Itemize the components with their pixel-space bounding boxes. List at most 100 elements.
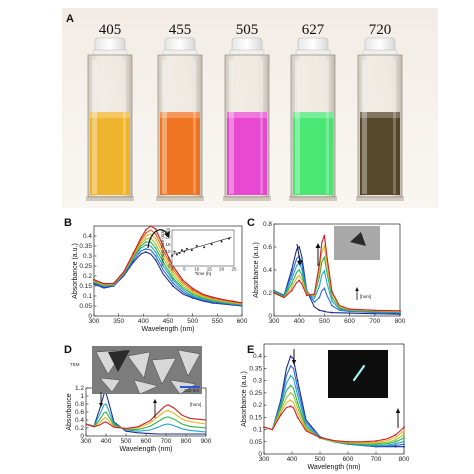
- y-tick-label: 0.35: [79, 243, 92, 250]
- data-point: [191, 289, 194, 291]
- data-point: [403, 443, 405, 446]
- cuvette-liquid: [360, 112, 400, 195]
- series-line: [273, 245, 401, 315]
- glass-highlight: [123, 60, 126, 194]
- data-point: [279, 411, 282, 414]
- data-point: [319, 436, 321, 439]
- y-tick-label: 0.2: [253, 402, 262, 409]
- x-tick-label: 400: [287, 456, 298, 463]
- data-point: [318, 285, 321, 287]
- data-point: [296, 401, 299, 404]
- x-tick-label: 600: [343, 456, 354, 463]
- data-point: [331, 296, 333, 299]
- cuvette-cap-rim: [229, 49, 265, 56]
- cuvette-cap-rim: [295, 49, 331, 56]
- glass-highlight: [295, 60, 300, 194]
- cuvette-label: 455: [169, 22, 192, 38]
- annotation-label: [hom]: [190, 402, 201, 407]
- x-axis-label: Wavelength (nm): [119, 446, 172, 453]
- data-point: [290, 269, 293, 271]
- data-point: [191, 287, 194, 290]
- y-tick-label: 0.2: [263, 290, 272, 297]
- x-axis-label: Wavelength (nm): [307, 464, 360, 471]
- y-tick-label: 0.1: [253, 427, 262, 434]
- data-point: [323, 287, 326, 290]
- tem-particle: [108, 350, 130, 372]
- data-point: [403, 440, 405, 443]
- data-point: [375, 440, 377, 442]
- data-point: [279, 413, 282, 416]
- data-point: [318, 263, 321, 266]
- data-point: [394, 434, 397, 436]
- data-point: [172, 274, 174, 276]
- data-point: [263, 426, 265, 429]
- y-axis-label: Absorbance (a.u.): [72, 243, 79, 299]
- liquid-meniscus: [227, 112, 267, 118]
- data-point: [191, 290, 194, 293]
- data-point: [132, 252, 135, 254]
- glass-highlight: [162, 60, 167, 194]
- inset-x-tick: 10: [194, 267, 200, 272]
- panel-letter-a: A: [66, 13, 74, 25]
- data-point: [172, 282, 174, 284]
- y-tick-label: 0.6: [75, 409, 84, 416]
- annotation-label: [hom]: [360, 294, 371, 299]
- inset-point: [190, 249, 193, 252]
- cuvette-base-shadow: [86, 196, 134, 201]
- data-point: [394, 440, 397, 443]
- inset-x-tick: 25: [231, 267, 237, 272]
- data-point: [290, 289, 293, 292]
- data-point: [298, 269, 301, 271]
- data-point: [154, 251, 157, 253]
- inset-y-tick: 5: [168, 256, 171, 261]
- series-line: [85, 411, 207, 431]
- glass-highlight: [193, 60, 196, 194]
- x-tick-label: 800: [181, 438, 192, 445]
- liquid-meniscus: [160, 112, 200, 118]
- data-point: [112, 282, 115, 285]
- y-axis-label: Absorbance (a.u.): [253, 242, 260, 298]
- y-tick-label: 0.15: [249, 414, 262, 421]
- data-point: [305, 294, 308, 297]
- chart-d: 300 400 500 600 700 800 900 00.20.40.60.811.2 Wa…: [66, 346, 212, 453]
- y-tick-label: 1: [80, 393, 84, 400]
- arrowhead: [355, 287, 359, 291]
- data-point: [296, 411, 299, 414]
- data-point: [289, 384, 292, 387]
- cuvette-base-shadow: [223, 196, 271, 201]
- data-point: [172, 277, 174, 279]
- series-line: [273, 235, 401, 312]
- data-point: [296, 379, 299, 382]
- x-tick-label: 550: [212, 318, 223, 325]
- x-tick-label: 900: [201, 438, 212, 445]
- x-tick-label: 500: [121, 438, 132, 445]
- x-tick-label: 300: [269, 318, 280, 325]
- data-point: [323, 270, 326, 273]
- y-tick-label: 0.3: [83, 253, 92, 260]
- y-tick-label: 0.4: [253, 353, 262, 360]
- liquid-meniscus: [360, 112, 400, 118]
- y-tick-label: 0.6: [263, 244, 272, 251]
- inset-y-tick: 10: [165, 249, 171, 254]
- data-point: [144, 229, 147, 231]
- inset-y-tick: 20: [165, 235, 171, 240]
- data-point: [144, 248, 147, 250]
- x-tick-label: 700: [371, 456, 382, 463]
- inset-x-tick: 5: [183, 267, 186, 272]
- chart-e: 300 400 500 600 700 800 0 0.05 0.1 0.15 0.2 0.25 0.3…: [241, 343, 410, 471]
- y-tick-label: 0.1: [83, 293, 92, 300]
- x-tick-label: 300: [89, 318, 100, 325]
- inset-point: [175, 253, 178, 256]
- data-point: [154, 238, 157, 240]
- x-tick-label: 600: [237, 318, 248, 325]
- x-tick-label: 600: [344, 318, 355, 325]
- data-point: [154, 228, 157, 230]
- data-point: [172, 271, 174, 273]
- inset-point: [173, 250, 176, 253]
- x-axis-label: Wavelength (nm): [141, 326, 194, 333]
- x-tick-label: 300: [81, 438, 92, 445]
- data-point: [289, 399, 292, 402]
- data-point: [93, 278, 95, 281]
- panel-b: B 300 350 400 450 500 550 60000.050.10.150.20.…: [64, 217, 248, 333]
- y-tick-label: 0.15: [79, 283, 92, 290]
